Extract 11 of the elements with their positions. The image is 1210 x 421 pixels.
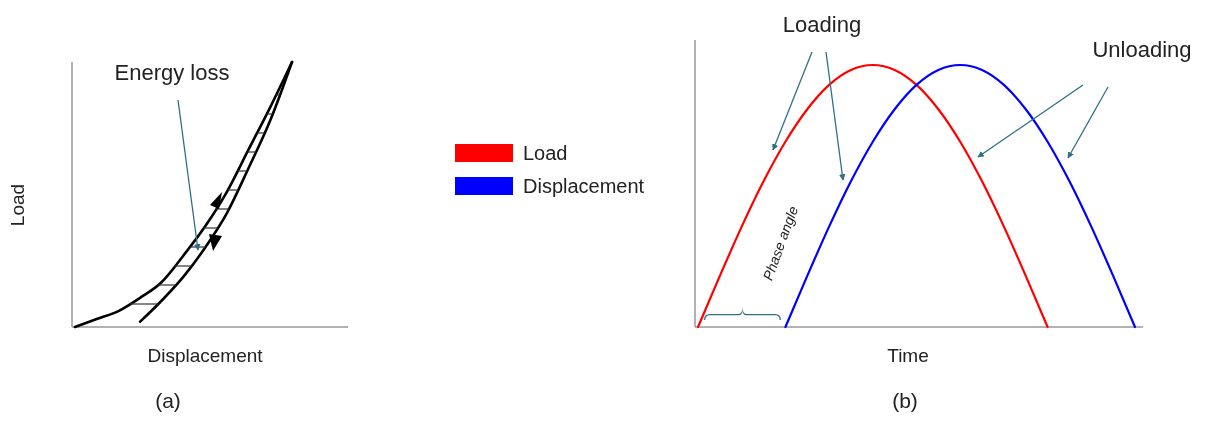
x-axis-title: Displacement <box>147 345 264 366</box>
annotation: Energy loss <box>114 60 230 85</box>
legend-label: Displacement <box>523 175 645 197</box>
legend-label: Load <box>523 142 568 164</box>
text: Loading <box>782 12 862 37</box>
annotation: Phase angle <box>759 203 802 283</box>
text: (b) <box>892 389 918 412</box>
text: Unloading <box>1092 37 1192 62</box>
x-axis-title: Time <box>887 345 929 366</box>
text: (a) <box>155 389 181 412</box>
y-axis-title: Load <box>7 183 28 227</box>
